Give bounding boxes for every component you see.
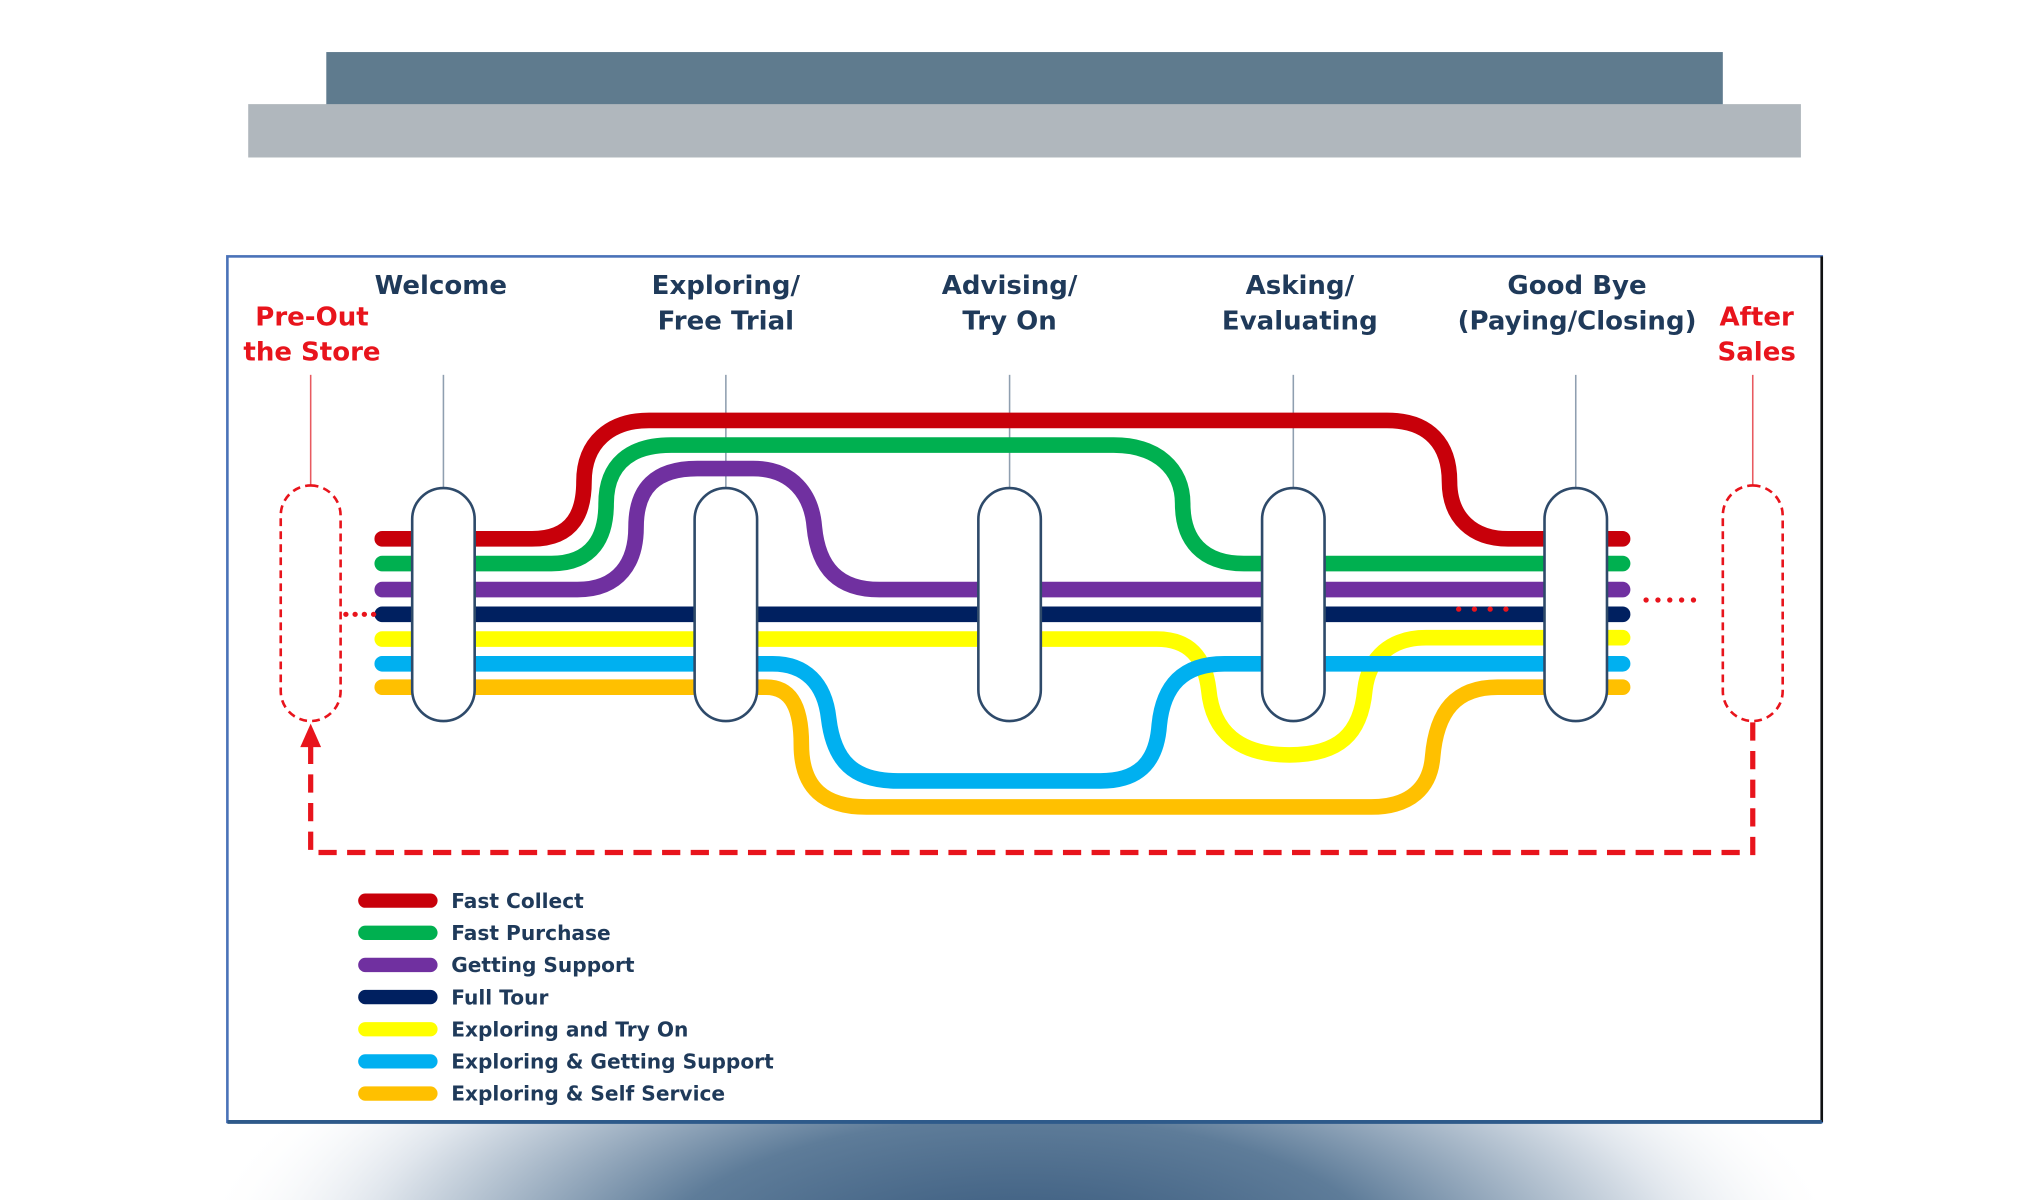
stage-title-line2: Try On xyxy=(962,306,1056,336)
stage-title-line2: (Paying/Closing) xyxy=(1458,306,1697,336)
header-bar-light xyxy=(248,104,1801,158)
stage-title-line1: Asking/ xyxy=(1246,271,1355,301)
journey-line-fast-collect xyxy=(374,412,1631,547)
stage-title-line1: Advising/ xyxy=(942,271,1078,301)
stage-touchpoint-capsule xyxy=(977,486,1043,723)
stage-title-line1: Good Bye xyxy=(1507,271,1646,301)
stage-touchpoint-capsule xyxy=(1260,486,1326,723)
legend-label: Exploring and Try On xyxy=(451,1017,688,1041)
legend: Fast Collect Fast Purchase Getting Support… xyxy=(358,889,774,1106)
legend-label: Full Tour xyxy=(451,985,548,1009)
stage-touchpoint-capsule xyxy=(693,486,759,723)
stage-title-line2: the Store xyxy=(243,338,380,368)
stage-title-line1: After xyxy=(1719,302,1794,332)
stage-title-line1: Welcome xyxy=(375,271,507,301)
legend-label: Fast Collect xyxy=(451,889,584,913)
legend-label: Exploring & Self Service xyxy=(451,1082,725,1106)
legend-label: Fast Purchase xyxy=(451,921,610,945)
stage-title-line2: Evaluating xyxy=(1222,306,1378,336)
stage-touchpoint-capsule xyxy=(410,486,476,723)
stage-title-line1: Exploring/ xyxy=(652,271,801,301)
legend-label: Exploring & Getting Support xyxy=(451,1050,774,1074)
journey-line-fast-purchase xyxy=(374,437,1631,572)
stage-touchpoint-capsule xyxy=(1543,486,1609,723)
stage-title-line1: Pre-Out xyxy=(255,302,368,332)
header-bar-dark xyxy=(326,52,1723,106)
legend-label: Getting Support xyxy=(451,953,635,977)
return-loop-arrow xyxy=(308,722,1756,856)
journey-line-exploring-self-service xyxy=(374,679,1631,815)
arrow-head-icon xyxy=(300,723,322,748)
dashed-stage-capsule xyxy=(1721,484,1784,723)
journey-line-getting-support xyxy=(374,460,1631,598)
journey-line-exploring-getting-support xyxy=(374,655,1631,789)
dashed-stage-capsule xyxy=(279,484,342,723)
stage-title-line2: Sales xyxy=(1717,338,1795,368)
stage-title-line2: Free Trial xyxy=(658,306,794,336)
